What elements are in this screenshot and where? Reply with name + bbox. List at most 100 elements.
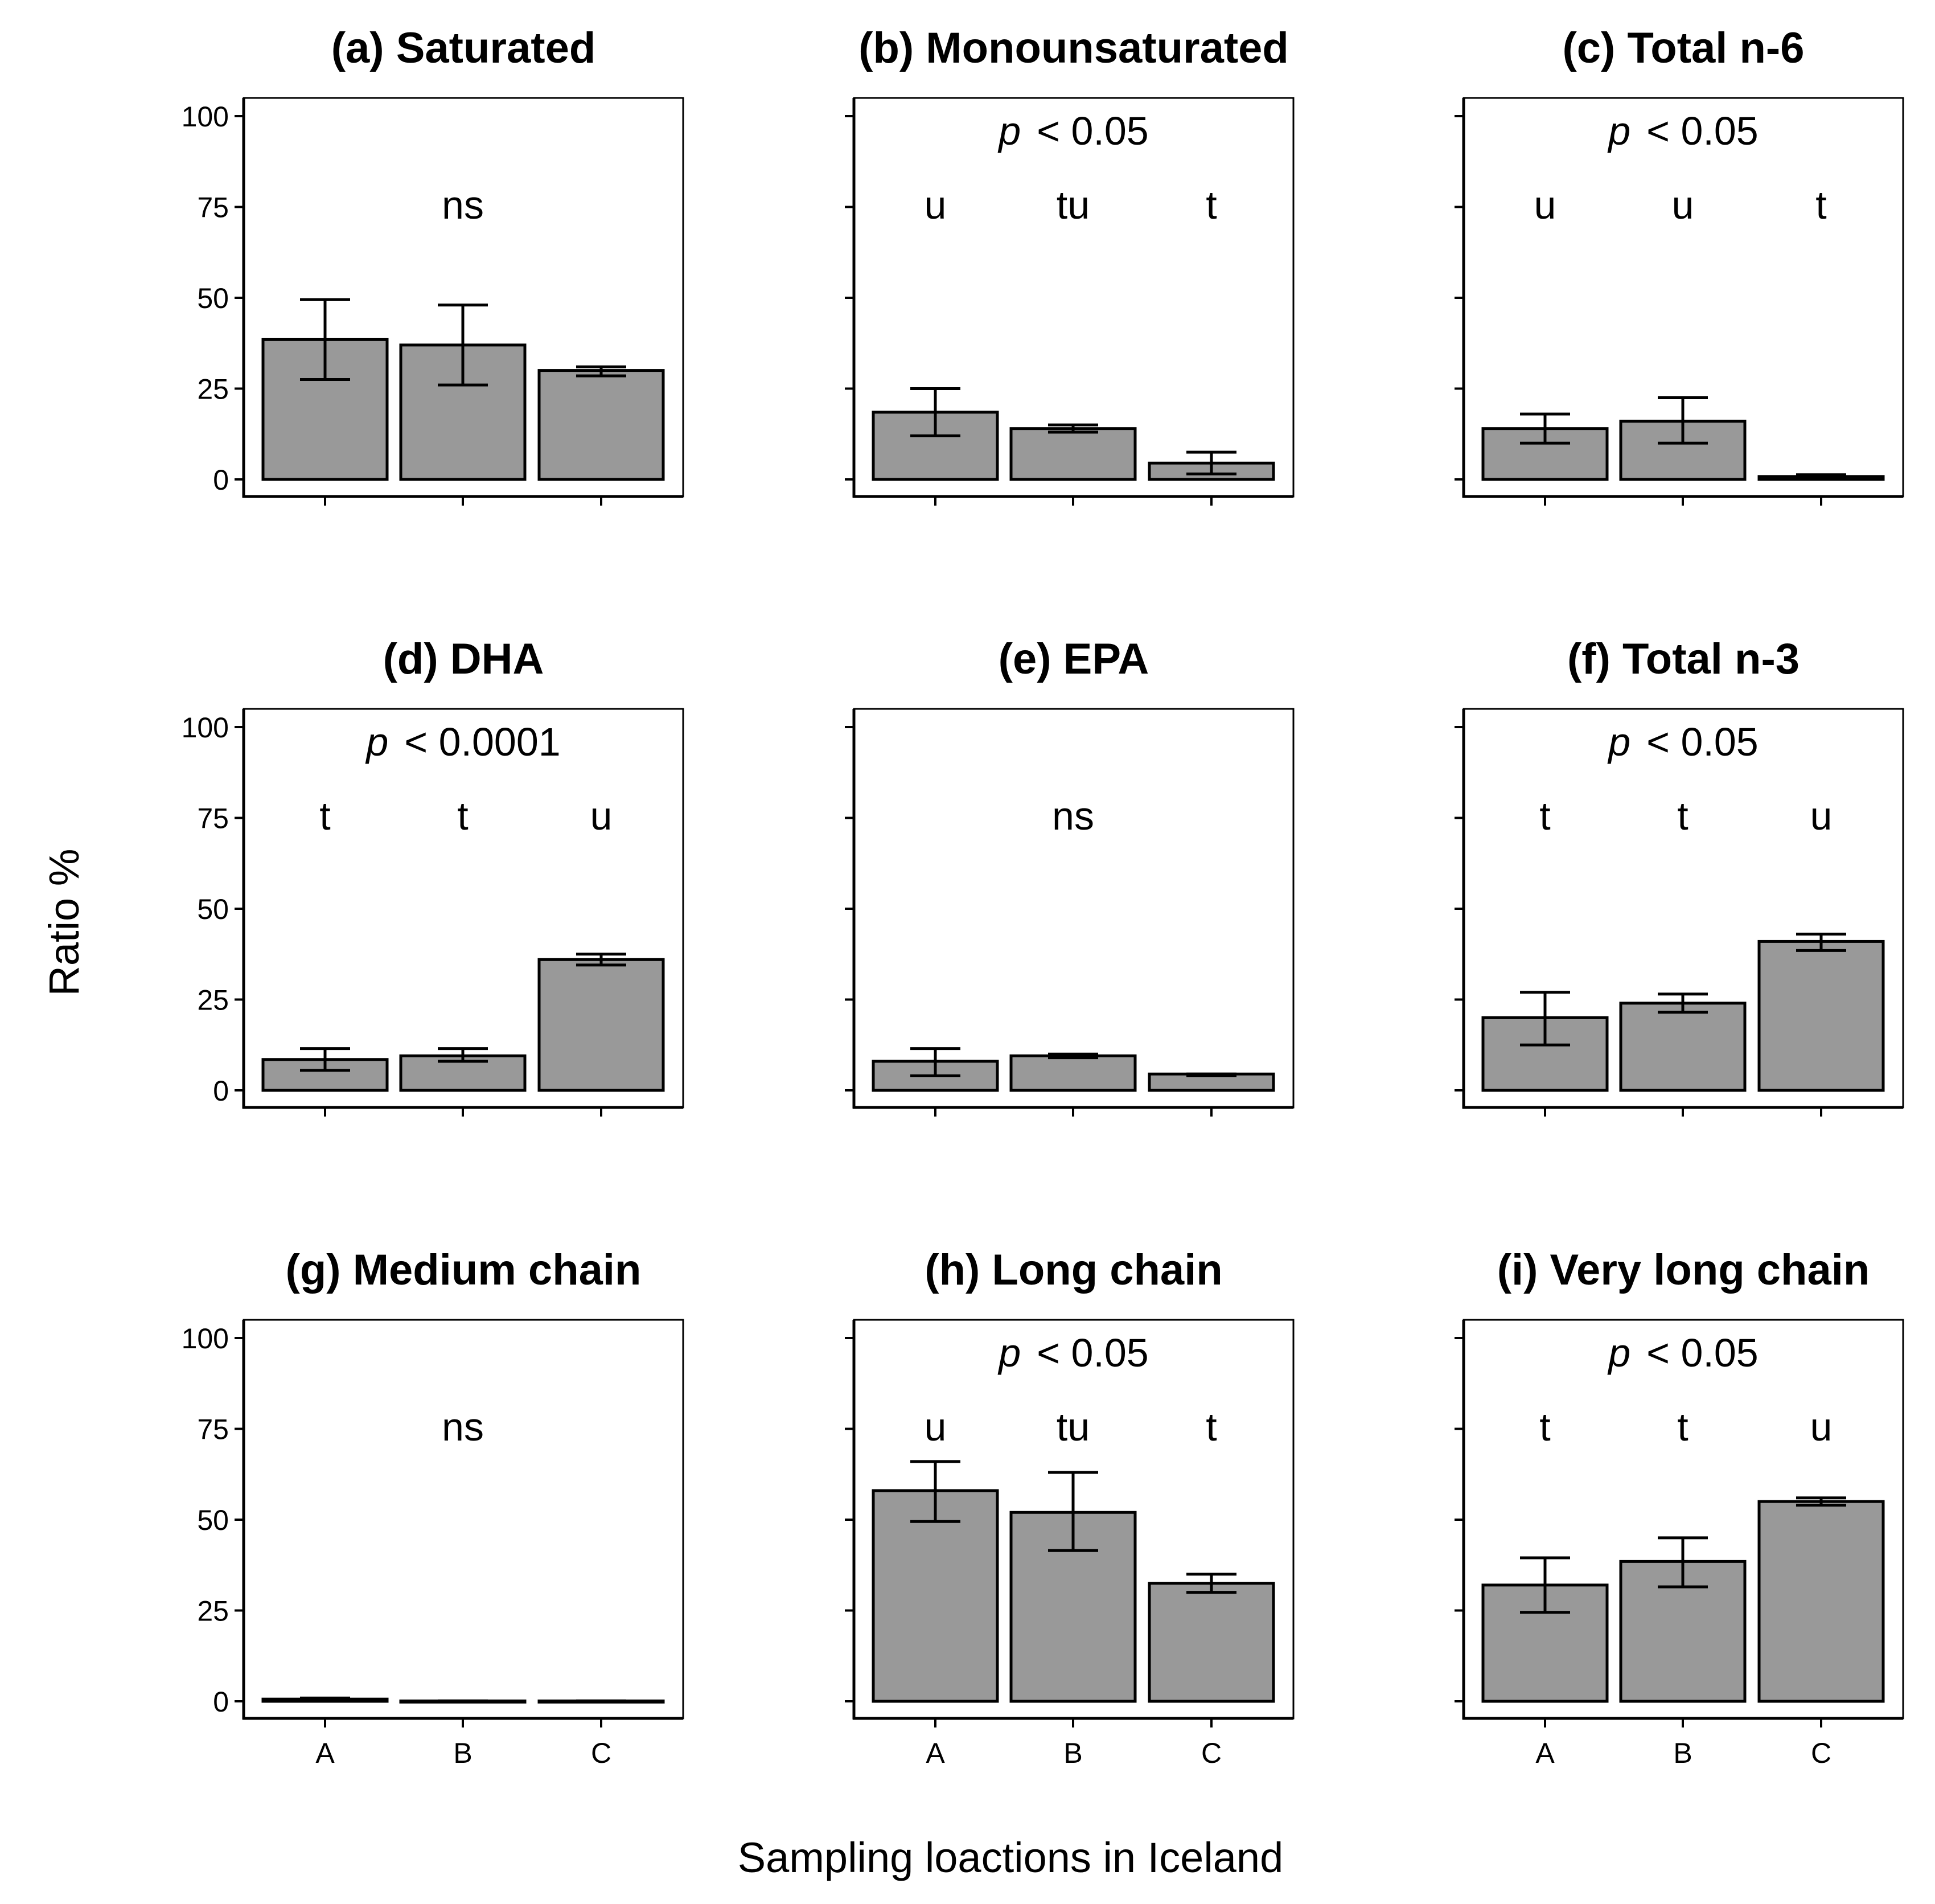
panel-b: (b) Monounsaturated p < 0.05 u tu t <box>845 24 1295 506</box>
x-tick-label: C <box>1201 1737 1222 1769</box>
bar-C <box>1757 1500 1885 1703</box>
x-tick-label: C <box>1811 1737 1831 1769</box>
p-text: < 0.05 <box>1037 109 1149 153</box>
panel-title: (d) DHA <box>383 635 544 683</box>
p-symbol: p <box>1607 1331 1630 1375</box>
significance-letter-A: u <box>1534 183 1556 227</box>
error-bar-C <box>1796 1496 1846 1507</box>
error-bar-A <box>300 1696 350 1702</box>
significance-letter-B: t <box>1677 794 1688 838</box>
p-value-annotation: p < 0.05 <box>1607 720 1759 764</box>
p-symbol: p <box>997 1331 1021 1375</box>
significance-ns: ns <box>442 183 484 227</box>
error-bar-A <box>300 298 350 381</box>
error-bar-B <box>1658 992 1708 1014</box>
significance-letter-B: tu <box>1057 183 1090 227</box>
significance-letter-C: t <box>1206 1405 1217 1449</box>
significance-letter-A: u <box>925 183 947 227</box>
significance-letter-B: u <box>1672 183 1694 227</box>
significance-ns: ns <box>442 1405 484 1449</box>
p-text: < 0.05 <box>1037 1331 1149 1375</box>
error-bar-C <box>1796 933 1846 952</box>
significance-letter-A: u <box>925 1405 947 1449</box>
significance-ns: ns <box>1052 794 1094 838</box>
panel-title: (e) EPA <box>999 635 1149 683</box>
y-tick-label: 50 <box>197 893 229 925</box>
bar-C <box>537 958 665 1092</box>
significance-letter-A: t <box>1539 1405 1550 1449</box>
panel-g: (g) Medium chain 0 25 50 75 100 A B Cns <box>182 1246 684 1769</box>
p-symbol: p <box>1607 109 1630 153</box>
error-bar-B <box>1048 423 1098 434</box>
error-bar-C <box>1186 1072 1236 1077</box>
error-bar-B <box>1658 1536 1708 1589</box>
x-axis-title: Sampling loactions in Iceland <box>738 1834 1283 1881</box>
error-bar-C <box>1186 450 1236 475</box>
panel-frame <box>243 1319 684 1720</box>
p-symbol: p <box>997 109 1021 153</box>
y-tick-label: 25 <box>197 984 229 1016</box>
bar-C <box>1757 939 1885 1092</box>
p-text: < 0.05 <box>1646 1331 1759 1375</box>
error-bar-B <box>438 303 488 387</box>
y-tick-label: 75 <box>197 1414 229 1446</box>
significance-letter-B: t <box>457 794 468 838</box>
x-tick-label: A <box>315 1737 335 1769</box>
error-bar-A <box>910 1460 960 1523</box>
p-text: < 0.05 <box>1646 720 1759 764</box>
significance-letter-A: t <box>1539 794 1550 838</box>
significance-letter-C: t <box>1206 183 1217 227</box>
error-bar-A <box>1520 1556 1570 1614</box>
error-bar-C <box>576 953 626 967</box>
p-value-annotation: p < 0.0001 <box>365 720 560 764</box>
bar-C <box>1148 1582 1275 1703</box>
x-tick-label: A <box>926 1737 945 1769</box>
panel-title: (h) Long chain <box>925 1246 1222 1294</box>
bar-B <box>1009 1054 1137 1092</box>
y-tick-label: 50 <box>197 1504 229 1536</box>
error-bar-B <box>438 1047 488 1063</box>
significance-letter-C: u <box>590 794 613 838</box>
bar-B <box>1619 1002 1747 1092</box>
y-tick-label: 0 <box>213 1075 229 1107</box>
error-bar-A <box>1520 412 1570 445</box>
x-tick-label: B <box>1063 1737 1082 1769</box>
panel-title: (f) Total n-3 <box>1567 635 1800 683</box>
bar-A <box>872 1489 999 1703</box>
error-bar-C <box>1796 473 1846 480</box>
p-value-annotation: p < 0.05 <box>1607 109 1759 153</box>
x-tick-label: A <box>1535 1737 1555 1769</box>
significance-letter-C: t <box>1815 183 1826 227</box>
significance-letter-B: t <box>1677 1405 1688 1449</box>
panel-title: (b) Monounsaturated <box>858 24 1289 72</box>
y-tick-label: 25 <box>197 1595 229 1627</box>
panel-a: (a) Saturated 0 25 50 75 100 ns <box>182 24 684 506</box>
significance-letter-B: tu <box>1057 1405 1090 1449</box>
x-tick-label: B <box>1673 1737 1692 1769</box>
y-tick-label: 100 <box>182 1323 229 1355</box>
y-tick-label: 100 <box>182 101 229 133</box>
panel-i: (i) Very long chain A B Cp < 0.05 t t u <box>1455 1246 1904 1769</box>
y-tick-label: 0 <box>213 464 229 496</box>
x-tick-label: B <box>453 1737 472 1769</box>
error-bar-A <box>910 1047 960 1077</box>
y-tick-label: 0 <box>213 1686 229 1718</box>
error-bar-A <box>1520 991 1570 1047</box>
y-tick-label: 25 <box>197 374 229 405</box>
p-text: < 0.05 <box>1646 109 1759 153</box>
p-symbol: p <box>365 720 388 764</box>
error-bar-A <box>300 1047 350 1072</box>
p-value-annotation: p < 0.05 <box>997 109 1149 153</box>
bar-B <box>1009 427 1137 481</box>
significance-letter-C: u <box>1810 794 1833 838</box>
significance-letter-C: u <box>1810 1405 1833 1449</box>
p-text: < 0.0001 <box>404 720 560 764</box>
panel-f: (f) Total n-3 p < 0.05 t t u <box>1455 635 1904 1117</box>
error-bar-B <box>1658 396 1708 445</box>
p-symbol: p <box>1607 720 1630 764</box>
bar-C <box>537 369 665 481</box>
panel-c: (c) Total n-6 p < 0.05 u u t <box>1455 24 1904 506</box>
panels: (a) Saturated 0 25 50 75 100 ns (b) Monounsatur… <box>182 24 1904 1769</box>
error-bar-B <box>1048 1052 1098 1060</box>
